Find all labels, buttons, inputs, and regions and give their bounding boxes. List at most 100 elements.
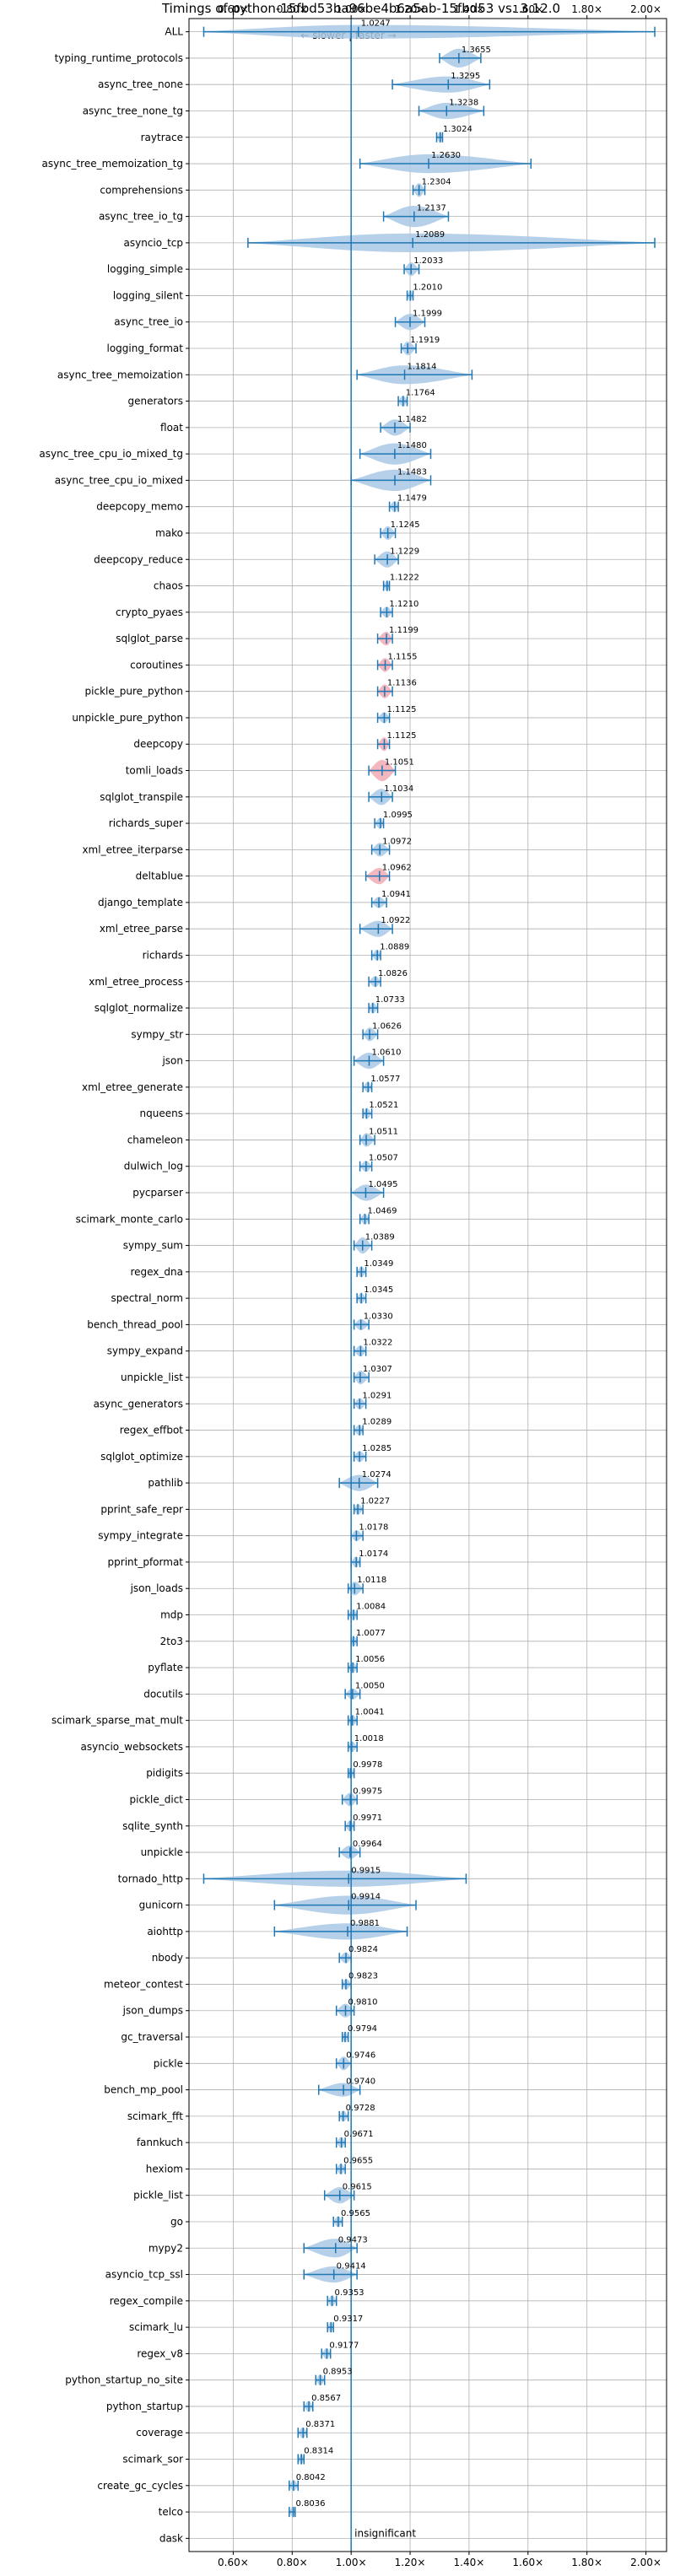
value-label: 0.9971 (353, 1813, 382, 1823)
value-label: 1.0495 (368, 1180, 397, 1189)
category-label: mako (155, 527, 183, 539)
category-label: json (161, 1055, 183, 1067)
value-label: 1.1999 (413, 310, 442, 319)
x-tick-label-top: 1.20× (395, 3, 426, 15)
value-label: 0.9915 (351, 1866, 381, 1875)
category-label: deepcopy_reduce (94, 553, 183, 565)
plot-frame (188, 18, 667, 2552)
category-label: bench_thread_pool (87, 1318, 183, 1330)
value-label: 1.1125 (386, 731, 416, 741)
category-label: json_loads (130, 1582, 183, 1594)
category-label: pickle (154, 2057, 183, 2069)
value-label: 1.0056 (355, 1655, 385, 1664)
category-label: pyflate (148, 1662, 183, 1673)
chart-title: Timings of python-15fbd53ba96be4b6a5ab-1… (161, 1, 560, 16)
category-label: async_tree_cpu_io_mixed_tg (39, 448, 183, 460)
category-label: scimark_sparse_mat_mult (51, 1715, 183, 1727)
value-label: 1.0178 (359, 1523, 388, 1533)
category-label: unpickle_list (121, 1372, 183, 1383)
category-label: fannkuch (137, 2137, 183, 2148)
category-label: sympy_sum (123, 1240, 183, 1252)
x-tick-label-top: 2.00× (630, 3, 662, 15)
category-label: pathlib (148, 1477, 183, 1489)
value-label: 1.2089 (415, 230, 445, 240)
value-label: 0.9975 (353, 1786, 382, 1796)
value-label: 0.8042 (296, 2473, 326, 2482)
x-tick-label-bottom: 1.60× (512, 2557, 543, 2568)
category-label: asyncio_websockets (81, 1741, 183, 1753)
x-tick-label-bottom: 1.00× (336, 2557, 367, 2568)
value-label: 1.0118 (357, 1576, 386, 1585)
x-tick-label-top: 0.80× (277, 3, 308, 15)
category-label: async_tree_memoization (57, 369, 183, 380)
value-label: 0.9746 (346, 2051, 375, 2060)
value-label: 0.8567 (311, 2394, 341, 2403)
category-label: chameleon (127, 1134, 183, 1145)
value-label: 0.9978 (353, 1760, 382, 1770)
category-label: pprint_pformat (108, 1556, 184, 1568)
x-tick-label-bottom: 1.40× (454, 2557, 485, 2568)
value-label: 1.1480 (397, 441, 427, 450)
category-label: tomli_loads (126, 765, 183, 777)
category-label: sqlglot_optimize (100, 1451, 183, 1463)
x-tick-label-top: 1.60× (512, 3, 543, 15)
category-label: xml_etree_process (89, 976, 183, 988)
category-label: hexiom (146, 2163, 183, 2175)
category-label: generators (127, 396, 183, 407)
category-label: docutils (143, 1688, 183, 1700)
value-label: 1.2010 (413, 283, 442, 292)
category-label: mdp (160, 1609, 183, 1621)
category-label: richards_super (109, 817, 183, 829)
category-label: xml_etree_generate (82, 1081, 183, 1093)
value-label: 1.0626 (372, 1021, 402, 1031)
value-label: 1.0507 (369, 1154, 398, 1163)
value-label: 1.2304 (422, 177, 451, 186)
category-label: dulwich_log (124, 1161, 183, 1172)
value-label: 1.1051 (385, 758, 414, 768)
category-label: gunicorn (139, 1900, 183, 1911)
value-label: 1.0174 (359, 1549, 388, 1559)
category-label: meteor_contest (104, 1978, 183, 1990)
value-label: 1.3295 (451, 72, 480, 81)
category-label: chaos (154, 580, 183, 592)
value-label: 0.8036 (296, 2499, 326, 2509)
value-label: 0.9823 (348, 1971, 378, 1981)
category-label: pprint_safe_repr (100, 1503, 183, 1515)
value-label: 1.0330 (364, 1312, 393, 1321)
category-label: typing_runtime_protocols (55, 52, 183, 64)
category-label: bench_mp_pool (104, 2084, 183, 2096)
category-label: regex_effbot (120, 1425, 184, 1436)
category-label: pycparser (132, 1187, 183, 1199)
value-label: 0.9473 (338, 2235, 368, 2245)
value-label: 1.0577 (370, 1075, 400, 1084)
x-tick-label-bottom: 0.60× (218, 2557, 249, 2568)
value-label: 0.9615 (343, 2183, 372, 2192)
value-label: 1.0469 (368, 1206, 397, 1215)
value-label: 1.0521 (369, 1101, 398, 1110)
category-label: tornado_http (118, 1873, 183, 1884)
category-label: crypto_pyaes (116, 606, 183, 618)
category-label: unpickle_pure_python (72, 712, 183, 724)
value-label: 1.0889 (380, 942, 409, 951)
value-label: 1.0291 (362, 1391, 392, 1400)
value-label: 0.9655 (343, 2156, 373, 2165)
value-label: 0.9794 (348, 2024, 377, 2034)
value-label: 1.0922 (381, 916, 410, 925)
category-label: async_generators (94, 1398, 183, 1409)
category-label: sympy_integrate (98, 1530, 183, 1542)
value-label: 0.9414 (337, 2262, 366, 2272)
value-label: 1.0349 (364, 1259, 393, 1269)
value-label: 1.1155 (388, 652, 418, 661)
category-label: sqlglot_transpile (100, 791, 183, 803)
value-label: 0.9177 (329, 2341, 359, 2350)
value-label: 1.1245 (391, 520, 420, 530)
value-label: 1.0941 (381, 890, 411, 899)
value-label: 0.9810 (348, 1998, 378, 2007)
insignificant-label: insignificant (354, 2527, 416, 2539)
category-label: aiohttp (147, 1926, 183, 1937)
category-label: scimark_monte_carlo (76, 1213, 183, 1225)
category-label: coverage (136, 2427, 183, 2439)
value-label: 0.8314 (304, 2447, 333, 2456)
x-tick-label-top: 1.80× (571, 3, 602, 15)
